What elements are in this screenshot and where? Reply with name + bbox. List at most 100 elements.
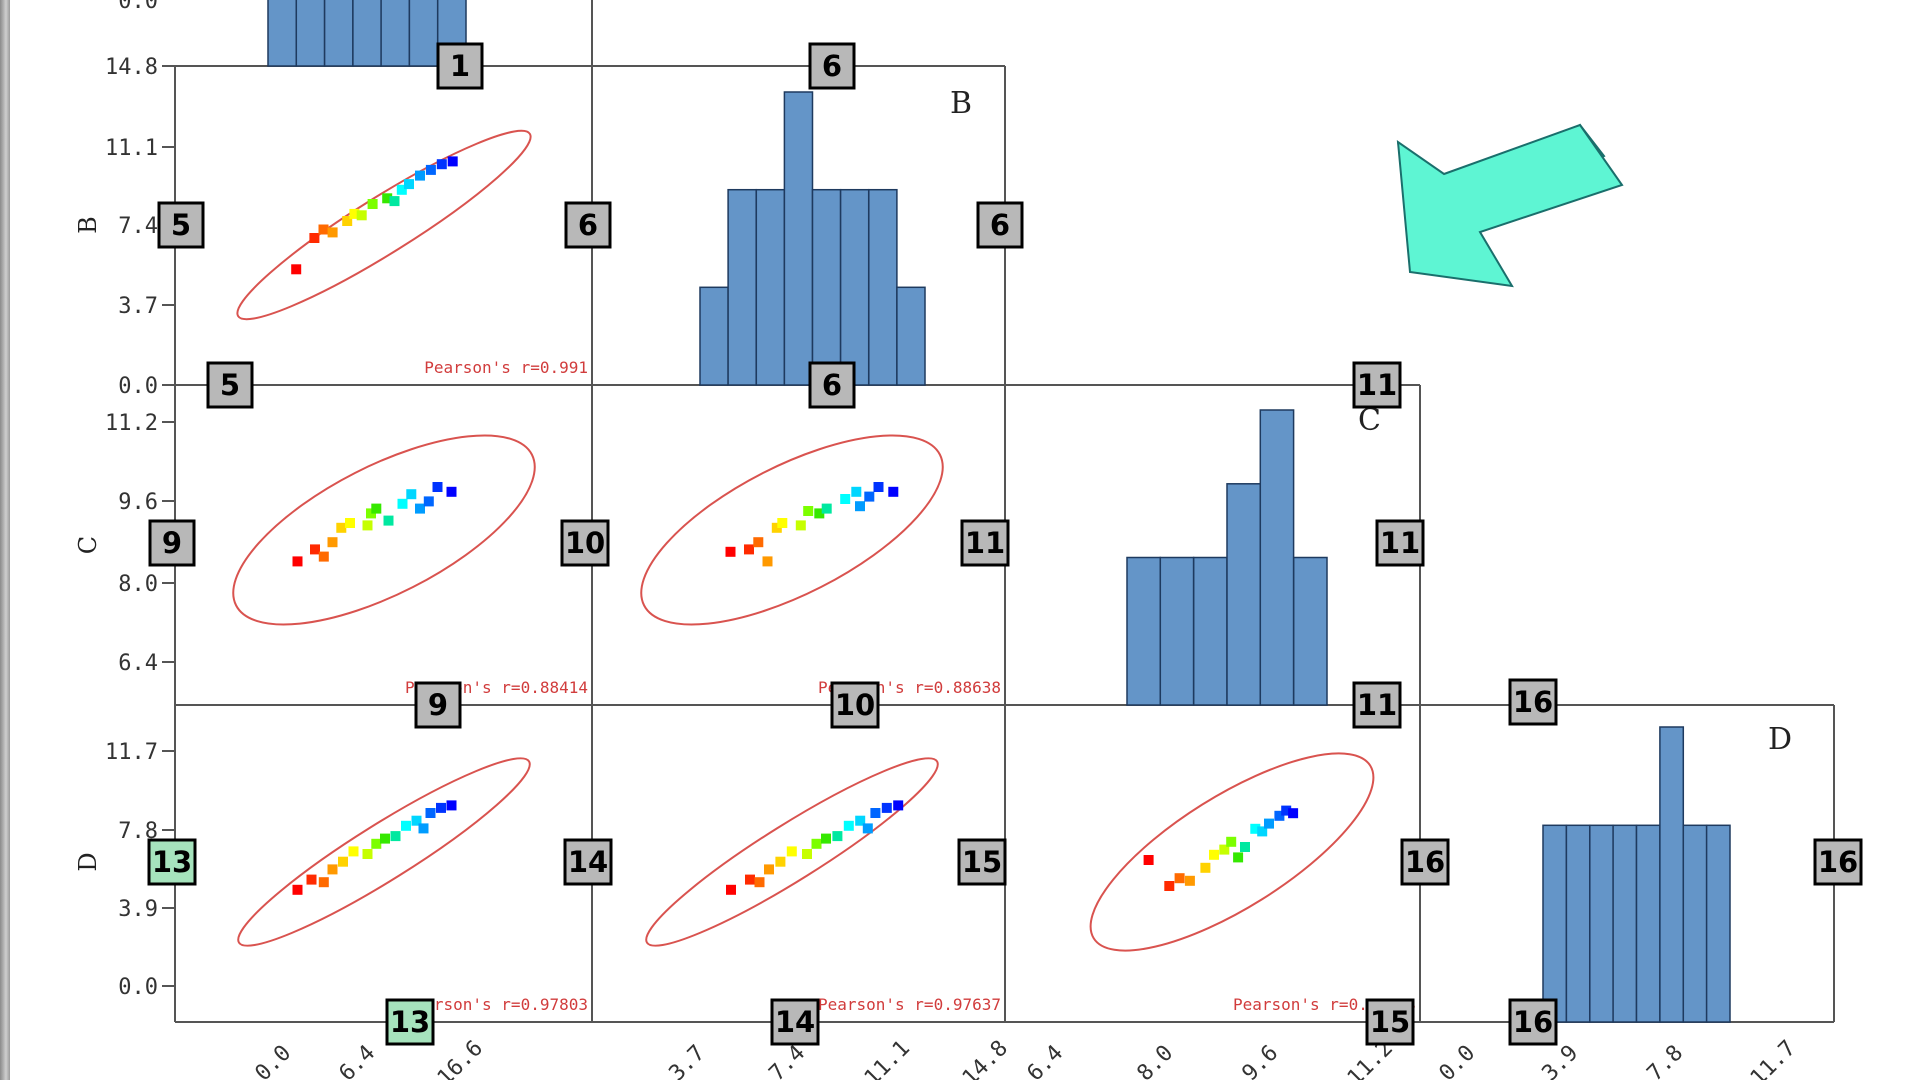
number-badge-box xyxy=(1813,838,1863,886)
scatter-point xyxy=(397,498,408,509)
number-badge-label: 10 xyxy=(835,688,875,722)
scatter-point xyxy=(840,494,851,504)
scatter-point xyxy=(764,864,774,875)
number-badge: 5 xyxy=(157,201,205,249)
tick-label: 8.0 xyxy=(118,572,158,597)
histogram-bar-c xyxy=(1126,556,1162,706)
scatter-point xyxy=(348,846,359,857)
number-badge-box xyxy=(770,998,820,1046)
scatter-point xyxy=(380,833,390,844)
scatter-point xyxy=(362,849,373,859)
scatter-point xyxy=(870,808,881,818)
scatter-point xyxy=(744,544,754,555)
number-badge: 11 xyxy=(1375,519,1425,567)
number-badge: 9 xyxy=(148,519,196,567)
number-badge: 15 xyxy=(957,838,1007,886)
axis-ticks xyxy=(162,65,175,987)
number-badge: 16 xyxy=(1813,838,1863,886)
tick-label: 3.7 xyxy=(118,294,158,319)
number-badge-label: 5 xyxy=(171,208,191,242)
number-badge-label: 13 xyxy=(152,845,192,879)
scatter-point xyxy=(745,874,755,885)
number-badge: 13 xyxy=(385,998,435,1046)
scatter-point xyxy=(725,546,736,557)
scatter-point xyxy=(754,877,765,888)
scatter-point xyxy=(418,823,429,834)
number-badge-label: 14 xyxy=(775,1005,815,1039)
histogram-bar-d xyxy=(1542,824,1568,1023)
histogram-bar-c xyxy=(1259,409,1295,706)
number-badge-box xyxy=(1365,998,1415,1046)
scatter-point xyxy=(803,506,814,516)
scatter-point xyxy=(318,224,329,235)
scatter-point xyxy=(327,227,338,238)
scatter-point xyxy=(396,184,407,195)
number-badge-label: 9 xyxy=(162,526,182,560)
scatter-point xyxy=(795,520,806,531)
scatter-point xyxy=(1164,881,1175,891)
number-badge-box xyxy=(976,201,1024,249)
tick-label: 3.9 xyxy=(118,897,158,922)
y-axis-title-c: C xyxy=(74,536,102,554)
number-badge: 5 xyxy=(206,361,254,409)
scatter-point xyxy=(292,884,303,895)
scatter-point xyxy=(843,820,854,831)
histogram-bar-d xyxy=(1589,824,1614,1023)
scatter-point xyxy=(446,800,457,811)
number-badge: 16 xyxy=(1508,678,1558,726)
window-frame-left xyxy=(0,0,10,1080)
tick-label: 9.6 xyxy=(1238,1041,1284,1080)
scatter-point xyxy=(447,156,458,167)
scatter-point xyxy=(1240,842,1250,852)
tick-label: 6.4 xyxy=(118,651,158,676)
histogram-bar-a xyxy=(352,0,382,67)
number-badge-box xyxy=(560,519,610,567)
scatter-point xyxy=(1288,808,1299,819)
histogram-bar-c xyxy=(1159,556,1195,706)
histogram-bar-a xyxy=(323,0,354,67)
scatter-point xyxy=(309,233,320,243)
histogram-bar-d xyxy=(1565,824,1591,1023)
scatter-point xyxy=(811,838,822,849)
scatter-point xyxy=(893,800,904,811)
scatter-point xyxy=(327,864,338,875)
panel-title-d: D xyxy=(1768,722,1792,757)
number-badge-label: 15 xyxy=(1370,1005,1410,1039)
number-badge-box xyxy=(564,201,612,249)
scatter-point xyxy=(342,216,353,226)
number-badge-box xyxy=(148,519,196,567)
number-badge-box xyxy=(830,681,880,729)
number-badge: 11 xyxy=(1352,361,1402,409)
number-badge-box xyxy=(957,838,1007,886)
number-badge-box xyxy=(808,361,856,409)
number-badge-label: 6 xyxy=(578,208,598,242)
scatter-point xyxy=(1200,862,1211,873)
arrow-front-face xyxy=(1396,123,1624,288)
y-axis-title-b: B xyxy=(74,216,102,234)
number-badge-box xyxy=(1508,998,1558,1046)
histogram-bar-c xyxy=(1292,556,1328,706)
tick-label: 8.0 xyxy=(1133,1041,1179,1080)
tick-label: 11.1 xyxy=(105,136,158,161)
number-badge-label: 13 xyxy=(390,1005,430,1039)
scatter-point xyxy=(775,856,786,867)
number-badge-box xyxy=(1375,519,1425,567)
histogram-bar-b xyxy=(811,188,842,386)
scatter-point xyxy=(762,556,773,567)
scatter-point xyxy=(821,503,832,514)
confidence-ellipse xyxy=(237,757,531,947)
scatter-point xyxy=(389,196,400,207)
panel-title-b: B xyxy=(950,86,972,121)
number-badge-label: 16 xyxy=(1405,845,1445,879)
number-badge: 6 xyxy=(808,42,856,90)
number-badge: 11 xyxy=(960,519,1010,567)
scatter-point xyxy=(371,503,382,514)
scatter-point xyxy=(1274,810,1285,821)
tick-label: 6.4 xyxy=(335,1041,381,1080)
scatter-point xyxy=(726,884,736,895)
scatter-point xyxy=(855,501,865,512)
number-badge-label: 11 xyxy=(1357,368,1397,402)
scatter-point xyxy=(1184,875,1195,886)
number-badge-label: 1 xyxy=(450,49,470,83)
number-badge-label: 11 xyxy=(1380,526,1420,560)
